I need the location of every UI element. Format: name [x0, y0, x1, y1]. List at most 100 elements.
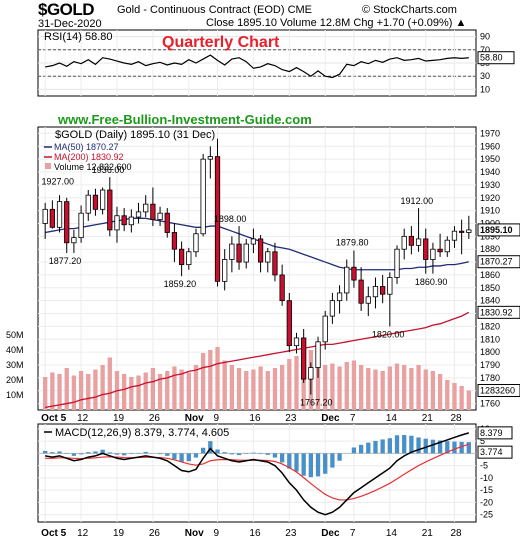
macd-histogram-bar [208, 441, 213, 454]
macd-histogram-bar [107, 452, 112, 454]
macd-histogram-bar [86, 452, 91, 454]
macd-x-tick-label: 21 [422, 528, 434, 539]
macd-histogram-bar [337, 453, 342, 461]
volume-bar [272, 368, 278, 410]
candle-body [380, 286, 386, 295]
candle-body [222, 259, 228, 282]
volume-bar [294, 356, 299, 410]
candle-body [193, 233, 199, 253]
volume-bar [215, 347, 220, 410]
price-right-label: 1870.27 [480, 257, 513, 267]
macd-histogram-bar [452, 441, 457, 454]
macd-x-tick-label: 7 [350, 528, 356, 539]
macd-histogram-bar [287, 453, 292, 469]
price-title: $GOLD (Daily) 1895.10 (31 Dec) [55, 129, 215, 141]
candle-body [430, 248, 436, 260]
candle-body [351, 266, 357, 281]
candle-body [365, 296, 371, 304]
price-x-tick-label: Dec [321, 413, 340, 424]
macd-line [45, 432, 470, 516]
macd-x-tick-label: 28 [450, 528, 462, 539]
candle-body [322, 315, 328, 343]
macd-histogram-bar [315, 453, 321, 477]
legend-ma50: MA(50) 1870.27 [54, 142, 119, 152]
volume-bar [193, 365, 199, 410]
macd-tick-label: -25 [480, 510, 493, 520]
candle-body [157, 212, 163, 221]
macd-histogram-bar [251, 452, 256, 454]
price-tick-label: 1940 [480, 167, 500, 177]
price-tick-label: 1930 [480, 180, 500, 190]
macd-histogram-bar [459, 441, 464, 454]
macd-right-label: 8.379 [480, 428, 503, 438]
candle-body [415, 238, 422, 246]
candle-body [121, 215, 127, 226]
copyright-text[interactable]: © StockCharts.com [362, 4, 457, 16]
volume-bar [86, 374, 91, 410]
price-legend: MA(50) 1870.27 MA(200) 1830.92 Volume 12… [44, 142, 132, 172]
macd-histogram-bar [466, 442, 471, 454]
price-x-tick-label: 28 [450, 413, 462, 424]
volume-bar [50, 372, 55, 410]
volume-bar [423, 369, 428, 410]
macd-x-tick-label: Oct 5 [41, 528, 66, 539]
macd-histogram-bar [186, 453, 191, 462]
macd-tick-label: -5 [480, 461, 488, 471]
candle-body [56, 201, 63, 228]
price-x-tick-label: 26 [149, 413, 161, 424]
price-tick-label: 1840 [480, 296, 500, 306]
volume-bar [200, 353, 206, 410]
volume-bar [222, 360, 227, 410]
overlay-website[interactable]: www.Free-Bullion-Investment-Guide.com [57, 112, 312, 127]
macd-histogram-bar [71, 453, 77, 456]
volume-bar [122, 374, 127, 410]
candle-body [308, 367, 314, 380]
price-x-tick-label: 12 [77, 413, 89, 424]
rsi-tick-label: 30 [480, 71, 490, 81]
instrument-name: Gold - Continuous Contract (EOD) CME [117, 4, 313, 16]
price-x-tick-label: 21 [422, 413, 434, 424]
volume-tick-label: 30M [6, 360, 24, 370]
volume-bar [258, 366, 263, 410]
price-tick-label: 1850 [480, 283, 500, 293]
macd-histogram-bar [57, 451, 62, 454]
candle-body [387, 277, 393, 295]
volume-bar [157, 374, 163, 410]
macd-x-tick-label: 14 [386, 528, 398, 539]
volume-bar [380, 371, 385, 410]
macd-histogram-bar [423, 438, 428, 454]
candle-body [437, 248, 443, 253]
macd-histogram-bar [330, 453, 335, 468]
price-tick-label: 1860 [480, 270, 500, 280]
price-tick-label: 1920 [480, 193, 500, 203]
volume-tick-label: 20M [6, 375, 24, 385]
macd-histogram-bar [437, 440, 443, 454]
volume-bar [452, 383, 457, 410]
volume-bar [323, 365, 328, 410]
price-right-box [477, 384, 520, 397]
macd-histogram-bar [301, 453, 306, 476]
price-tick-label: 1910 [480, 206, 500, 216]
volume-bar [150, 368, 156, 410]
volume-bar [366, 368, 371, 410]
price-x-tick-label: 19 [113, 413, 125, 424]
volume-bar [143, 372, 148, 410]
volume-bar [78, 371, 84, 410]
volume-bar [43, 377, 48, 410]
candle-body [257, 238, 264, 263]
candle-body [423, 238, 429, 260]
candle-body [114, 215, 120, 231]
macd-histogram-bar [380, 439, 385, 454]
macd-histogram-bar [294, 453, 299, 472]
volume-bar [64, 368, 69, 410]
price-annotation: 1898.00 [214, 214, 247, 224]
symbol-title: $GOLD [38, 0, 95, 19]
macd-histogram-bar [165, 453, 170, 456]
volume-bar [459, 386, 464, 410]
price-x-tick-label: 7 [350, 413, 356, 424]
rsi-tick-label: 90 [480, 32, 490, 42]
volume-bar [186, 372, 191, 410]
candle-body [42, 208, 48, 224]
macd-histogram-bar [43, 450, 48, 454]
macd-histogram-bar [351, 447, 357, 454]
